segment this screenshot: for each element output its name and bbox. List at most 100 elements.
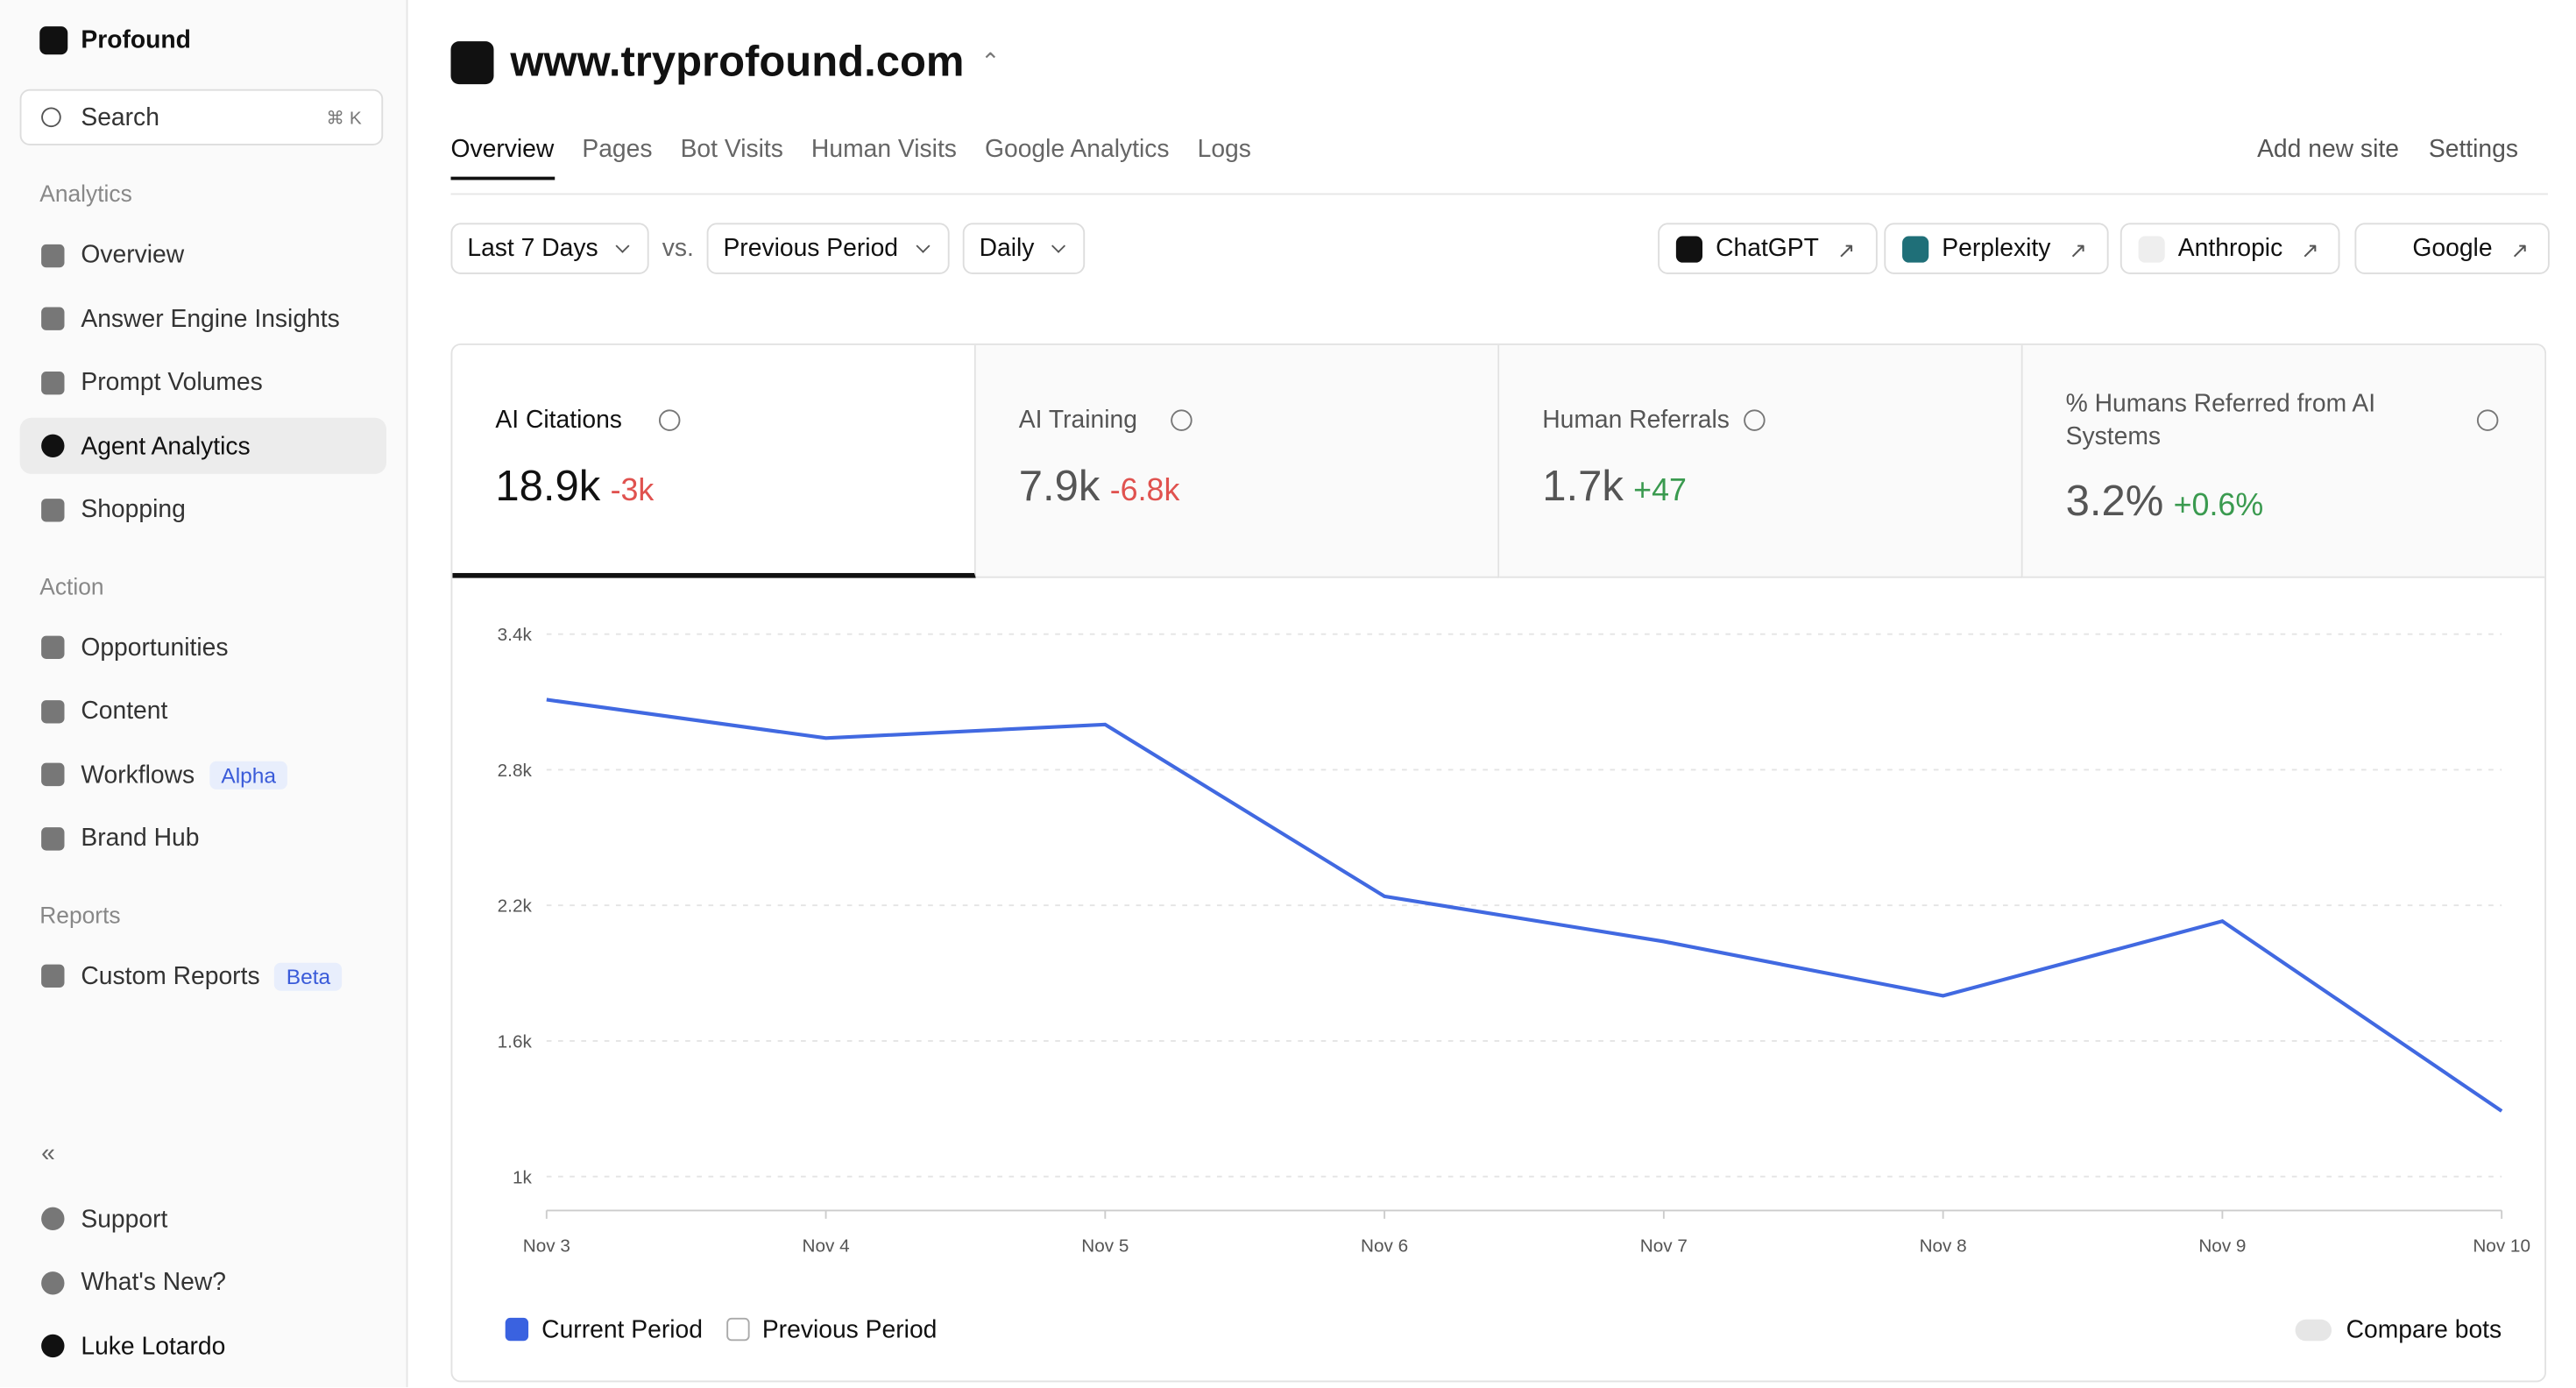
section-title: Analytics bbox=[39, 180, 132, 207]
badge: Alpha bbox=[209, 760, 288, 789]
engine-link[interactable]: Anthropic ↗ bbox=[2120, 223, 2341, 274]
nav-icon bbox=[41, 371, 65, 394]
legend-item[interactable]: Current Period bbox=[505, 1316, 703, 1345]
nav-item[interactable]: Custom Reports Beta bbox=[20, 948, 386, 1004]
action[interactable]: Add new site bbox=[2257, 135, 2399, 164]
nav-label: Opportunities bbox=[81, 633, 229, 662]
external-icon: ↗ bbox=[2510, 237, 2530, 263]
engine-icon bbox=[2138, 236, 2165, 263]
nav-icon bbox=[41, 434, 65, 458]
engine-name: Google bbox=[2412, 234, 2493, 263]
y-tick-label: 2.2k bbox=[498, 896, 533, 917]
external-icon: ↗ bbox=[1836, 237, 1856, 263]
tab[interactable]: Bot Visits bbox=[680, 135, 783, 164]
actions: Add new site Settings bbox=[2257, 136, 2518, 164]
search[interactable]: Search ⌘ K bbox=[19, 89, 384, 145]
x-tick-label: Nov 3 bbox=[523, 1236, 570, 1257]
compare-select[interactable]: Previous Period bbox=[706, 223, 950, 274]
nav-label: Agent Analytics bbox=[81, 431, 251, 460]
nav-item[interactable]: What's New? bbox=[20, 1254, 386, 1310]
nav-icon bbox=[41, 699, 65, 723]
nav-label: Answer Engine Insights bbox=[81, 304, 340, 333]
tab[interactable]: Logs bbox=[1197, 135, 1251, 164]
y-tick-label: 3.4k bbox=[498, 625, 533, 645]
action[interactable]: Settings bbox=[2428, 135, 2519, 164]
x-tick-label: Nov 10 bbox=[2473, 1236, 2530, 1257]
legend-item[interactable]: Previous Period bbox=[725, 1316, 937, 1344]
toggle[interactable]: Compare bots bbox=[2295, 1316, 2502, 1344]
nav-item[interactable]: Prompt Volumes bbox=[20, 354, 386, 410]
engine-name: Anthropic bbox=[2177, 234, 2283, 263]
nav-label: Prompt Volumes bbox=[81, 368, 263, 397]
nav-item[interactable]: Answer Engine Insights bbox=[20, 291, 386, 347]
nav-label: Workflows bbox=[81, 760, 195, 789]
nav-item[interactable]: Agent Analytics bbox=[19, 417, 386, 474]
avatar bbox=[41, 1334, 65, 1358]
legend-label: Current Period bbox=[541, 1316, 703, 1345]
metric-tab[interactable]: Human Referrals 1.7k +47 bbox=[1499, 344, 2023, 578]
shortcut: ⌘ K bbox=[326, 108, 362, 129]
badge: Beta bbox=[274, 961, 343, 990]
external-icon: ↗ bbox=[2301, 237, 2319, 263]
metric-value: 3.2% +0.6% bbox=[2065, 475, 2264, 526]
nav-label: Content bbox=[81, 697, 168, 726]
search-label: Search bbox=[81, 103, 159, 131]
range-select[interactable]: Last 7 Days bbox=[450, 223, 650, 274]
nav-icon bbox=[41, 498, 65, 521]
info-icon bbox=[1744, 409, 1766, 431]
nav-item[interactable]: Support bbox=[20, 1191, 386, 1247]
interval-select[interactable]: Daily bbox=[962, 223, 1086, 274]
logo bbox=[39, 25, 68, 54]
nav-item[interactable]: Opportunities bbox=[20, 620, 386, 676]
nav-item[interactable]: Overview bbox=[20, 227, 386, 283]
metric-label: AI Training bbox=[1018, 406, 1137, 435]
search-icon bbox=[41, 107, 61, 128]
tab[interactable]: Google Analytics bbox=[984, 135, 1170, 164]
engine-link[interactable]: Perplexity ↗ bbox=[1884, 223, 2109, 274]
info-icon bbox=[1170, 409, 1192, 431]
metric-tab[interactable]: AI Training 7.9k -6.8k bbox=[975, 344, 1500, 578]
workspace[interactable]: Profound bbox=[39, 23, 191, 56]
y-tick-label: 2.8k bbox=[498, 761, 533, 781]
metric-change: -6.8k bbox=[1109, 473, 1180, 509]
nav-item[interactable]: Brand Hub bbox=[20, 810, 386, 866]
metric-value: 1.7k +47 bbox=[1542, 460, 1687, 511]
engine-name: Perplexity bbox=[1942, 234, 2051, 263]
nav-item[interactable]: Workflows Alpha bbox=[20, 747, 386, 803]
x-tick-label: Nov 8 bbox=[1920, 1236, 1967, 1257]
metric-label: Human Referrals bbox=[1542, 406, 1730, 435]
y-tick-label: 1k bbox=[513, 1167, 533, 1187]
collapse[interactable]: « bbox=[41, 1139, 55, 1168]
user[interactable]: Luke Lotardo bbox=[20, 1318, 386, 1374]
nav-icon bbox=[41, 762, 65, 787]
engine-icon bbox=[1675, 236, 1703, 263]
x-tick-label: Nov 5 bbox=[1081, 1236, 1129, 1257]
metric-tab[interactable]: AI Citations 18.9k -3k bbox=[452, 344, 976, 578]
nav-icon bbox=[41, 307, 65, 330]
site-name: www.tryprofound.com bbox=[510, 36, 965, 86]
divider bbox=[450, 193, 2548, 195]
nav-icon bbox=[41, 1271, 65, 1294]
nav-item[interactable]: Shopping bbox=[20, 481, 386, 537]
section-title: Reports bbox=[39, 901, 121, 928]
tab[interactable]: Pages bbox=[582, 135, 653, 164]
metric-label: % Humans Referred from AI Systems bbox=[2065, 389, 2376, 451]
engine-link[interactable]: Google ↗ bbox=[2354, 223, 2551, 274]
tab[interactable]: Overview bbox=[450, 136, 555, 181]
vs: vs. bbox=[662, 234, 694, 263]
tab[interactable]: Human Visits bbox=[810, 135, 957, 164]
metric-tab[interactable]: % Humans Referred from AI Systems 3.2% +0.… bbox=[2022, 344, 2545, 578]
engine-link[interactable]: ChatGPT ↗ bbox=[1658, 223, 1877, 274]
user-name: Luke Lotardo bbox=[81, 1331, 226, 1360]
legend: Current Period Previous Period bbox=[505, 1316, 937, 1345]
engine-icon bbox=[1902, 236, 1929, 263]
nav-label: Shopping bbox=[81, 495, 186, 524]
nav-label: Support bbox=[81, 1204, 168, 1233]
nav-icon bbox=[41, 635, 65, 659]
y-tick-label: 1.6k bbox=[498, 1032, 533, 1052]
site-switcher[interactable]: www.tryprofound.com ⌃ bbox=[450, 36, 1000, 87]
nav-item[interactable]: Content bbox=[20, 683, 386, 739]
metric-value: 7.9k -6.8k bbox=[1018, 460, 1180, 511]
switch bbox=[2295, 1319, 2332, 1342]
